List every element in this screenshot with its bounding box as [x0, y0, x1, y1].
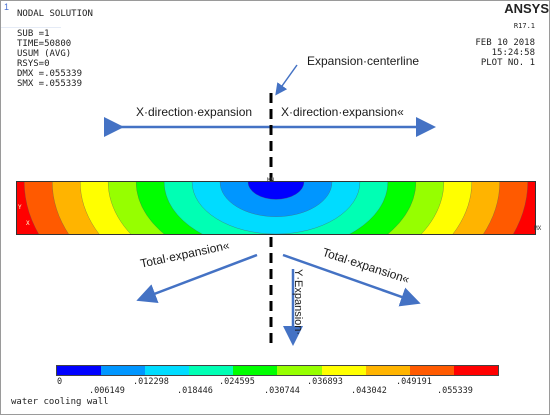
- legend-swatch: [101, 366, 146, 375]
- legend-tick-bottom: .030744: [264, 386, 300, 396]
- legend-tick-bottom: .006149: [89, 386, 125, 396]
- info-line: RSYS=0: [17, 59, 50, 69]
- contour-band: [247, 182, 305, 200]
- legend-tick-bottom: .055339: [437, 386, 473, 396]
- legend-swatch: [277, 366, 322, 375]
- contour-plot: [17, 182, 535, 234]
- ansys-logo: ANSYS: [504, 1, 549, 16]
- release-version: R17.1: [513, 22, 535, 30]
- label-y-expansion: Y·Expansion·: [292, 269, 304, 336]
- legend-swatch: [233, 366, 278, 375]
- plot-date: FEB 10 2018: [475, 38, 535, 48]
- centerline-pointer-arrow: [275, 64, 298, 96]
- plot-stamp: FEB 10 2018 15:24:58 PLOT NO. 1: [475, 38, 535, 68]
- legend-swatch: [321, 366, 366, 375]
- legend-swatch: [365, 366, 410, 375]
- legend-swatch: [409, 366, 454, 375]
- nodal-solution-info: NODAL SOLUTION SUB =1 TIME=50800 USUM (A…: [17, 9, 93, 89]
- total-expansion-left-arrow: [136, 253, 258, 304]
- legend-tick-bottom: .043042: [351, 386, 387, 396]
- contour-legend-bar: [56, 365, 499, 376]
- info-line: SUB =1: [17, 29, 50, 39]
- window-index: 1: [4, 2, 10, 12]
- label-expansion-centerline: Expansion·centerline: [307, 54, 420, 68]
- info-line: DMX =.055339: [17, 69, 83, 79]
- legend-tick-top: 0: [57, 377, 63, 387]
- legend-tick-top: .012298: [133, 377, 169, 387]
- legend-swatch: [57, 366, 102, 375]
- y-axis-triad: Y: [18, 204, 22, 211]
- info-line: SMX =.055339: [17, 79, 83, 89]
- total-expansion-right-arrow: [282, 253, 421, 307]
- side-faint-label: ——————————: [1, 25, 61, 31]
- info-line: USUM (AVG): [17, 49, 72, 59]
- plot-number: PLOT NO. 1: [480, 58, 535, 68]
- mn-label: MN: [267, 177, 275, 184]
- legend-swatch: [189, 366, 234, 375]
- legend-tick-bottom: .018446: [177, 386, 213, 396]
- legend-tick-top: .024595: [219, 377, 255, 387]
- info-line: TIME=50800: [17, 39, 72, 49]
- legend-tick-top: .036893: [307, 377, 343, 387]
- legend-swatch: [145, 366, 190, 375]
- plot-time: 15:24:58: [491, 48, 535, 58]
- label-x-expansion-left: X·direction·expansion: [136, 105, 253, 119]
- contour-strip: [16, 181, 536, 235]
- mx-label: MX: [534, 225, 542, 232]
- legend-tick-top: .049191: [396, 377, 432, 387]
- x-axis-triad: X: [26, 220, 30, 227]
- info-line: NODAL SOLUTION: [17, 9, 93, 19]
- legend-swatch: [453, 366, 498, 375]
- label-x-expansion-right: X·direction·expansion«: [281, 105, 404, 119]
- plot-caption: water cooling wall: [11, 397, 109, 407]
